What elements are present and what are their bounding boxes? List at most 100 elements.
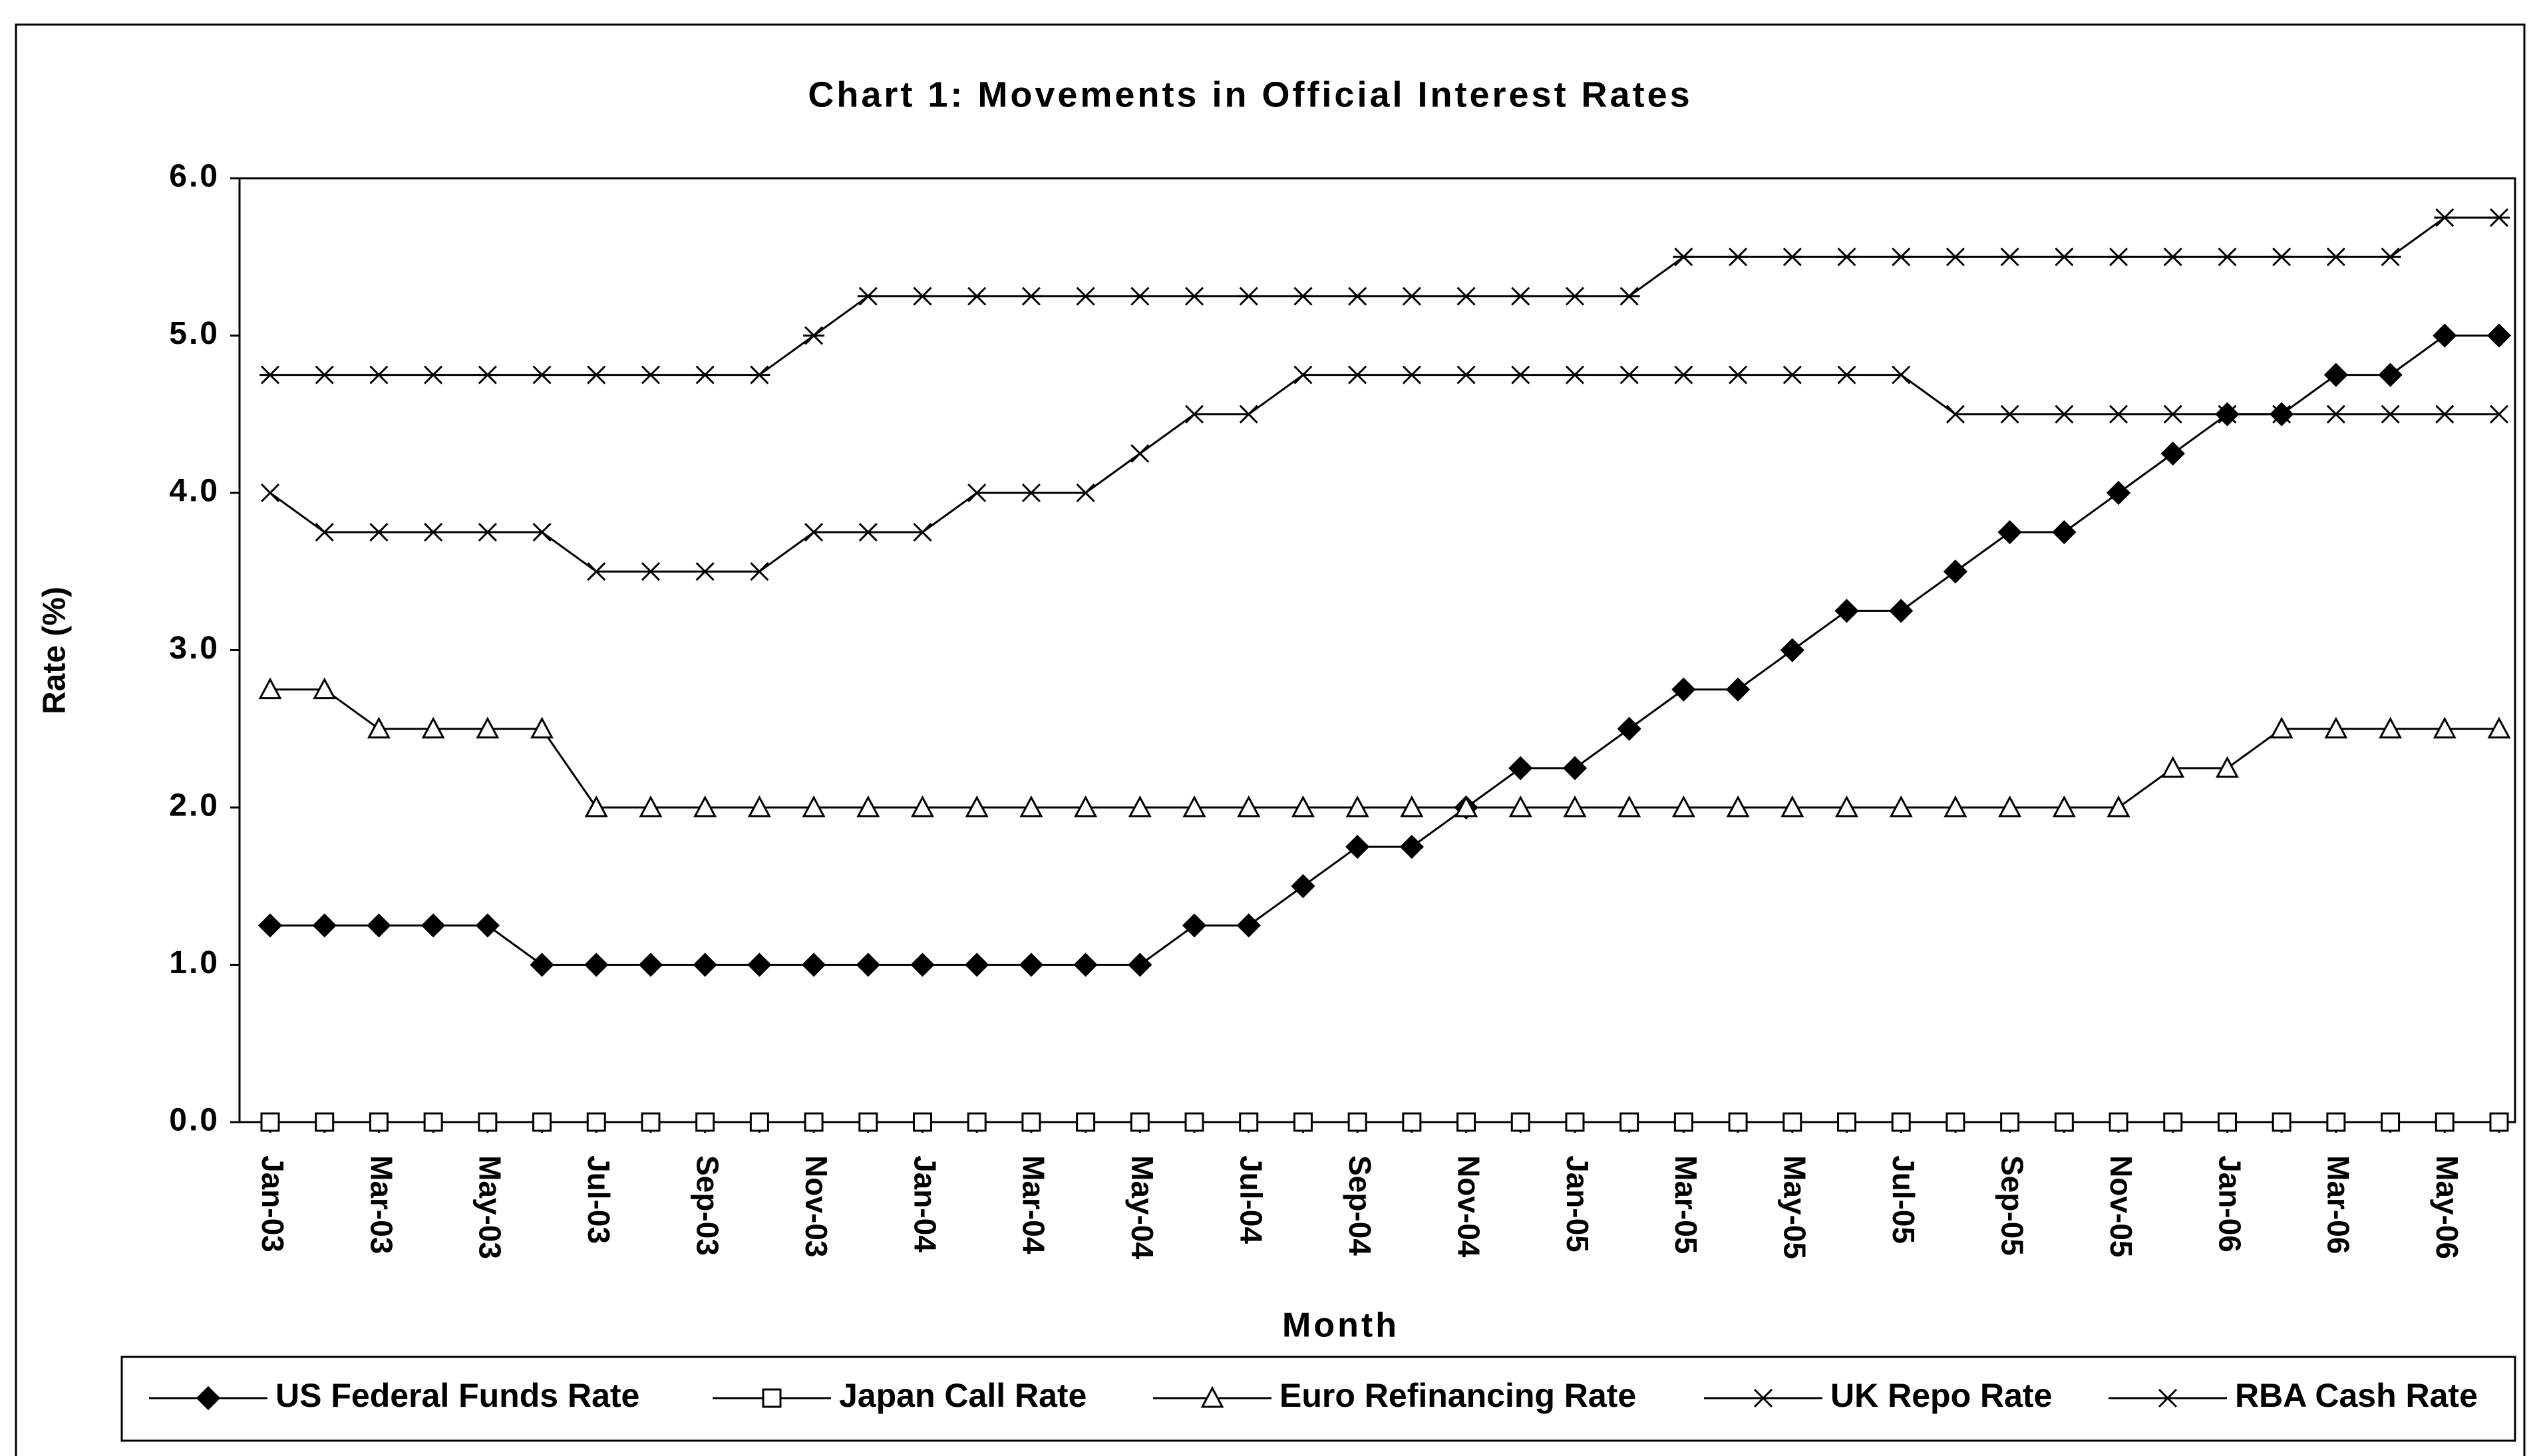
marker xyxy=(749,365,770,384)
legend-label: Euro Refinancing Rate xyxy=(1279,1377,1636,1414)
marker xyxy=(1943,559,1968,584)
marker xyxy=(2000,1112,2020,1132)
marker xyxy=(1021,483,1041,503)
marker xyxy=(1834,599,1859,623)
x-tick-label: Mar-06 xyxy=(2321,1155,2356,1254)
marker xyxy=(1562,756,1588,781)
marker xyxy=(1291,874,1315,899)
marker xyxy=(1890,247,1912,267)
x-tick-label: Nov-05 xyxy=(2104,1155,2138,1257)
marker xyxy=(2157,1388,2178,1408)
x-tick-label: May-04 xyxy=(1125,1155,1160,1259)
marker xyxy=(641,1112,661,1132)
marker xyxy=(532,523,552,542)
marker xyxy=(1020,287,1042,306)
marker xyxy=(586,365,607,384)
marker xyxy=(315,1112,335,1132)
legend-label: Japan Call Rate xyxy=(839,1377,1087,1414)
marker xyxy=(1511,365,1530,384)
marker xyxy=(2107,795,2130,817)
marker xyxy=(586,1112,606,1132)
marker xyxy=(1293,365,1313,384)
marker xyxy=(804,523,824,542)
marker xyxy=(762,1388,782,1408)
y-tick-label: 1.0 xyxy=(169,945,220,980)
marker xyxy=(1456,1112,1476,1132)
marker xyxy=(1780,638,1804,662)
marker xyxy=(1200,1385,1224,1408)
marker xyxy=(2381,1112,2401,1132)
y-tick-label: 2.0 xyxy=(169,788,220,823)
marker xyxy=(584,952,609,977)
marker xyxy=(1184,404,1204,424)
marker xyxy=(1292,287,1314,306)
marker xyxy=(1944,247,1966,267)
marker xyxy=(369,1112,389,1132)
marker xyxy=(1345,795,1369,817)
marker xyxy=(1508,795,1532,817)
x-axis-label: Month xyxy=(1282,1306,1399,1345)
marker xyxy=(1182,913,1207,938)
series-line xyxy=(270,335,2499,966)
marker xyxy=(2054,1112,2074,1132)
marker xyxy=(367,913,391,938)
y-tick-label: 4.0 xyxy=(169,474,220,509)
marker xyxy=(2272,1112,2291,1132)
marker xyxy=(1239,1112,1259,1132)
marker xyxy=(423,365,444,384)
marker xyxy=(965,952,989,977)
legend-box xyxy=(120,1356,2516,1442)
x-tick-label: Jul-04 xyxy=(1234,1155,1269,1244)
marker xyxy=(1347,1112,1367,1132)
marker xyxy=(2326,404,2345,424)
marker xyxy=(1184,1112,1204,1132)
marker xyxy=(857,287,879,306)
marker xyxy=(1236,913,1261,938)
marker xyxy=(1348,365,1367,384)
marker xyxy=(1726,795,1750,817)
marker xyxy=(1291,795,1315,817)
marker xyxy=(1780,795,1804,817)
marker xyxy=(1130,1112,1150,1132)
marker xyxy=(1510,287,1532,306)
marker xyxy=(693,795,717,817)
marker xyxy=(2434,208,2456,227)
marker xyxy=(1946,1112,1965,1132)
marker xyxy=(476,716,500,739)
x-tick-label: Jan-03 xyxy=(255,1155,290,1252)
marker xyxy=(910,795,934,817)
marker xyxy=(1130,444,1150,463)
x-tick-label: Sep-05 xyxy=(1995,1155,2029,1256)
marker xyxy=(2271,247,2293,267)
x-tick-label: Nov-03 xyxy=(799,1155,834,1257)
marker xyxy=(530,952,554,977)
marker xyxy=(2324,716,2348,739)
marker xyxy=(1673,1112,1693,1132)
marker xyxy=(1617,716,1641,741)
marker xyxy=(1128,952,1152,977)
marker xyxy=(531,365,553,384)
marker xyxy=(2052,520,2077,545)
marker xyxy=(1781,247,1803,267)
marker xyxy=(2218,404,2237,424)
marker xyxy=(2217,1112,2237,1132)
marker xyxy=(2160,441,2185,466)
marker xyxy=(1619,1112,1639,1132)
marker xyxy=(858,1112,878,1132)
x-tick-label: Jul-03 xyxy=(582,1155,616,1244)
marker xyxy=(1454,795,1478,817)
marker xyxy=(912,1112,932,1132)
plot-area xyxy=(238,177,2516,1123)
marker xyxy=(2000,404,2019,424)
marker xyxy=(1021,1112,1041,1132)
marker xyxy=(966,287,988,306)
marker xyxy=(747,795,771,817)
marker xyxy=(2489,404,2509,424)
x-tick-label: Jan-05 xyxy=(1560,1155,1595,1252)
marker xyxy=(749,1112,769,1132)
marker xyxy=(1456,365,1476,384)
legend-label: US Federal Funds Rate xyxy=(275,1377,639,1414)
x-tick-label: May-06 xyxy=(2430,1155,2464,1259)
marker xyxy=(1455,287,1477,306)
marker xyxy=(2053,247,2075,267)
